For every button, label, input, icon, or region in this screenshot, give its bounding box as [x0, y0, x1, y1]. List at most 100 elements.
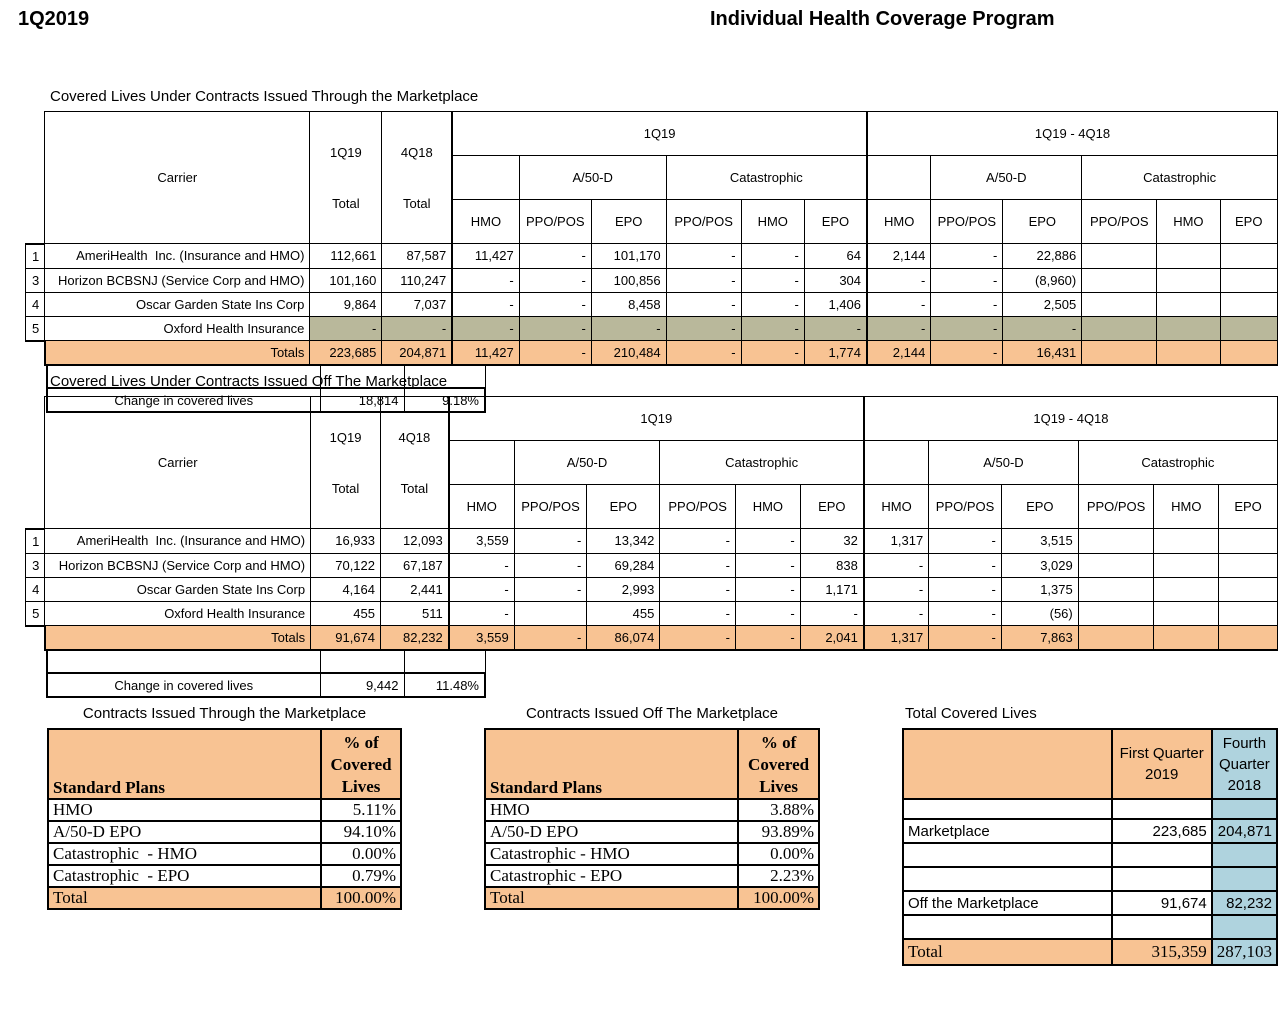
value-cell: 3,559: [447, 528, 515, 554]
plan-row: Catastrophic - EPO 2.23%: [483, 864, 820, 888]
total-row-label: Total: [902, 938, 1113, 966]
marketplace-q1-value: 223,685: [1110, 818, 1213, 844]
value-cell: -: [930, 243, 1004, 269]
gutter-spacer: [25, 625, 45, 650]
blank-cell: [1210, 914, 1278, 940]
value-cell: 16,933: [310, 528, 381, 554]
marketplace-row-label: Marketplace: [902, 818, 1113, 844]
totals-value: 91,674: [310, 625, 381, 651]
fourth-quarter-header: Fourth Quarter 2018: [1210, 728, 1278, 800]
value-cell: -: [740, 315, 805, 341]
value-cell: 2,993: [586, 576, 661, 602]
plan-row: A/50-D EPO 94.10%: [46, 820, 402, 844]
value-cell: [513, 600, 588, 626]
value-cell: -: [799, 600, 865, 626]
plan-label: HMO: [483, 798, 740, 822]
value-cell: [1219, 267, 1278, 293]
pct-marketplace-title: Contracts Issued Through the Marketplace: [82, 705, 367, 722]
totals-value: -: [930, 340, 1004, 366]
value-cell: 838: [799, 552, 865, 578]
value-cell: 64: [803, 243, 868, 269]
plan-column-header: HMO: [862, 484, 930, 529]
totals-value: -: [518, 340, 592, 366]
totals-value: 210,484: [590, 340, 667, 366]
blank-cell: [1210, 842, 1278, 868]
plan-column-header: HMO: [451, 199, 520, 244]
totals-value: [1077, 625, 1155, 651]
plan-pct-value: 0.00%: [737, 842, 820, 866]
plan-column-header: HMO: [740, 199, 805, 244]
value-cell: [1218, 600, 1278, 626]
value-cell: -: [1002, 315, 1083, 341]
gutter-spacer: [25, 396, 45, 529]
value-cell: -: [866, 267, 932, 293]
carrier-name: AmeriHealth Inc. (Insurance and HMO): [44, 243, 311, 269]
total-q4-value: 287,103: [1210, 938, 1278, 966]
totals-value: -: [665, 340, 742, 366]
value-cell: 1,317: [862, 528, 930, 554]
value-cell: 9,864: [309, 291, 383, 317]
value-cell: -: [740, 267, 805, 293]
quarter-label: 1Q2019: [18, 8, 90, 30]
value-cell: 2,144: [866, 243, 932, 269]
totals-value: [1218, 625, 1278, 651]
carrier-row: 1 AmeriHealth Inc. (Insurance and HMO) 16,…: [24, 527, 1278, 554]
total-covered-table: First Quarter 2019 Fourth Quarter 2018 M…: [902, 728, 1278, 966]
value-cell: -: [659, 576, 737, 602]
row-number: 5: [24, 600, 46, 627]
value-cell: 100,856: [590, 267, 667, 293]
value-cell: -: [518, 315, 592, 341]
carrier-row: 5 Oxford Health Insurance - - - - - - - - - - -: [24, 315, 1278, 342]
value-cell: -: [513, 576, 588, 602]
value-cell: 112,661: [309, 243, 383, 269]
value-cell: -: [590, 315, 667, 341]
totals-value: [1156, 340, 1221, 366]
off-marketplace-table-header: Carrier 1Q19 Total 4Q18 Total 1Q19 1Q19 - …: [25, 396, 1278, 529]
plan-pct-value: 3.88%: [737, 798, 820, 822]
row-number: 1: [24, 242, 46, 269]
blank-cell: [902, 798, 1113, 820]
plan-column-header: PPO/POS: [1081, 199, 1158, 244]
totals-label: Totals: [43, 340, 311, 366]
a50d-group-header: A/50-D: [513, 440, 661, 485]
totals-value: 3,559: [447, 625, 515, 651]
value-cell: -: [451, 267, 520, 293]
value-cell: [1081, 291, 1158, 317]
value-cell: -: [928, 552, 1002, 578]
value-cell: [1077, 552, 1155, 578]
value-cell: [1156, 267, 1221, 293]
total-covered-section: Total Covered Lives First Quarter 2019 F…: [902, 705, 1278, 966]
marketplace-table: Carrier 1Q19 Total 4Q18 Total 1Q19 1Q19 - …: [24, 111, 1278, 366]
plan-column-header: EPO: [1219, 199, 1278, 244]
marketplace-table-title: Covered Lives Under Contracts Issued Thr…: [50, 88, 479, 105]
total-row-label: Total: [46, 886, 323, 910]
value-cell: [1219, 291, 1278, 317]
value-cell: 1,375: [1000, 576, 1079, 602]
plan-column-header: PPO/POS: [659, 484, 737, 529]
q1-label: 1Q19: [329, 145, 362, 160]
value-cell: (8,960): [1002, 267, 1083, 293]
plan-pct-value: 0.79%: [320, 864, 402, 888]
plan-column-header: HMO: [1156, 199, 1221, 244]
plan-pct-value: 2.23%: [737, 864, 820, 888]
quarter-diff-group-header: 1Q19 - 4Q18: [862, 396, 1278, 441]
carrier-row: 3 Horizon BCBSNJ (Service Corp and HMO) 10…: [24, 267, 1278, 293]
value-cell: -: [447, 576, 515, 602]
value-cell: -: [735, 600, 801, 626]
off-marketplace-change-table: Change in covered lives 9,442 11.48%: [25, 651, 486, 698]
marketplace-table-header: Carrier 1Q19 Total 4Q18 Total 1Q19 1Q19 - …: [25, 111, 1278, 244]
q1-label: 1Q19: [329, 430, 362, 445]
value-cell: -: [659, 600, 737, 626]
plan-label: Catastrophic - EPO: [483, 864, 740, 888]
value-cell: -: [803, 315, 868, 341]
carrier-column-header: Carrier: [44, 111, 311, 244]
plan-column-header: EPO: [803, 199, 868, 244]
value-cell: 7,037: [381, 291, 453, 317]
value-cell: -: [866, 315, 932, 341]
value-cell: 101,160: [309, 267, 383, 293]
value-cell: 70,122: [310, 552, 381, 578]
carrier-column-header: Carrier: [44, 396, 312, 529]
value-cell: 22,886: [1002, 243, 1083, 269]
value-cell: -: [930, 315, 1004, 341]
value-cell: 110,247: [381, 267, 453, 293]
